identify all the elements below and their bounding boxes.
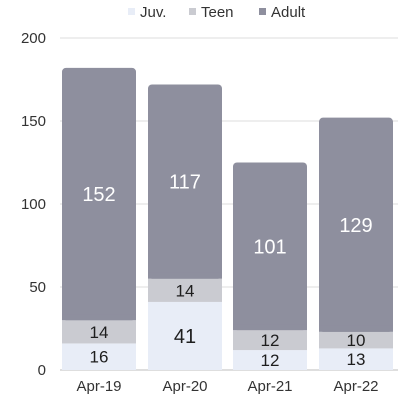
x-axis: Apr-19 Apr-20 Apr-21 Apr-22 xyxy=(76,378,378,395)
bar-segment-adult xyxy=(148,84,222,279)
legend-item-teen: Teen xyxy=(189,4,234,21)
data-label-teen: 14 xyxy=(90,323,109,342)
y-tick-label: 100 xyxy=(21,196,46,213)
legend-item-juv: Juv. xyxy=(128,4,166,21)
bar-segment-juv xyxy=(148,301,222,370)
bar-segment-teen xyxy=(62,320,136,344)
legend-label: Adult xyxy=(271,4,306,21)
y-tick-label: 50 xyxy=(29,279,46,296)
y-tick-label: 150 xyxy=(21,113,46,130)
y-tick-label: 0 xyxy=(38,362,46,379)
bar-segment-adult-base xyxy=(233,324,307,331)
data-label-teen: 10 xyxy=(347,331,366,350)
x-tick-label: Apr-19 xyxy=(76,378,121,395)
x-tick-label: Apr-21 xyxy=(247,378,292,395)
data-label-juv: 12 xyxy=(261,351,280,370)
data-label-adult: 101 xyxy=(253,236,286,258)
bar-segment-teen xyxy=(233,330,307,351)
data-label-juv: 13 xyxy=(347,350,366,369)
bar-segment-adult-base xyxy=(148,272,222,279)
data-label-adult: 152 xyxy=(82,184,115,206)
x-tick-label: Apr-20 xyxy=(162,378,207,395)
data-label-adult: 129 xyxy=(339,215,372,237)
legend-label: Teen xyxy=(201,4,234,21)
data-label-teen: 12 xyxy=(261,331,280,350)
legend-swatch xyxy=(189,8,196,15)
y-axis: 0 50 100 150 200 xyxy=(21,30,46,379)
legend-label: Juv. xyxy=(140,4,166,21)
legend-swatch xyxy=(259,8,266,15)
bar-segment-juv xyxy=(62,343,136,370)
bar-segment-adult xyxy=(319,117,393,332)
data-label-teen: 14 xyxy=(176,281,195,300)
bar-stack-apr-20: 41 14 117 xyxy=(148,84,222,370)
bar-stack-apr-19: 16 14 152 xyxy=(62,67,136,370)
bar-segment-juv xyxy=(319,348,393,370)
legend-swatch xyxy=(128,8,135,15)
legend-item-adult: Adult xyxy=(259,4,306,21)
bar-segment-teen xyxy=(148,278,222,302)
legend: Juv. Teen Adult xyxy=(128,4,306,21)
bar-segment-adult xyxy=(62,67,136,321)
bar-segment-juv xyxy=(233,350,307,370)
data-label-juv: 41 xyxy=(174,326,196,348)
data-label-adult: 117 xyxy=(169,172,201,194)
x-tick-label: Apr-22 xyxy=(333,378,378,395)
y-tick-label: 200 xyxy=(21,30,46,47)
data-label-juv: 16 xyxy=(90,348,109,367)
bar-segment-adult-base xyxy=(62,314,136,321)
bar-segment-teen xyxy=(319,331,393,349)
bar-segment-adult xyxy=(233,162,307,331)
bar-segment-adult-base xyxy=(319,325,393,332)
